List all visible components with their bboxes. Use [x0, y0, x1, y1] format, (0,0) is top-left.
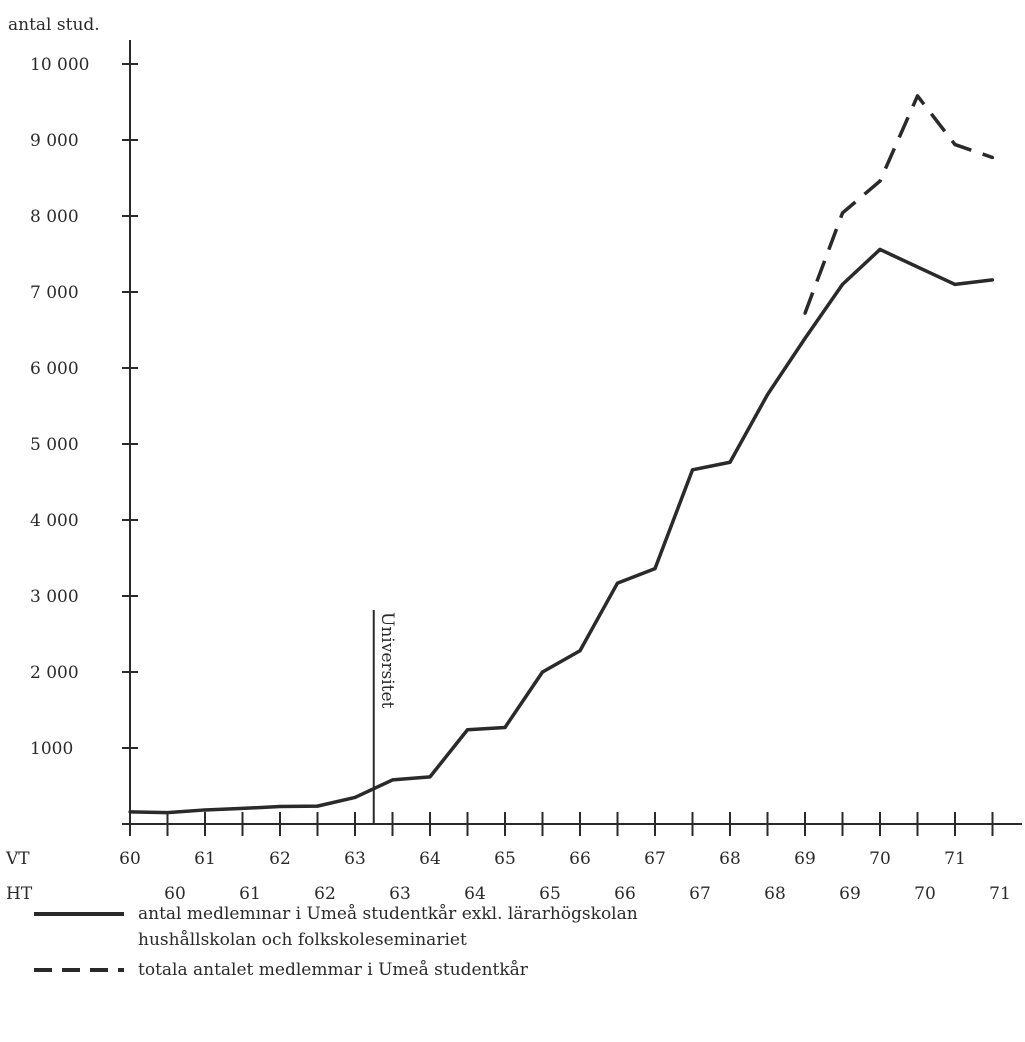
x-tick-label-vt: 64 — [419, 849, 441, 869]
y-axis-label: antal stud. — [8, 15, 100, 35]
y-tick-label: 5 000 — [30, 435, 79, 455]
data-point-members — [128, 810, 132, 814]
y-tick-label: 9 000 — [30, 131, 79, 151]
x-tick-label-vt: 67 — [644, 849, 666, 869]
series-line-total — [803, 94, 994, 314]
legend-label-solid-line2: hushållskolan och folkskoleseminariet — [138, 930, 467, 950]
x-row-label-vt: VT — [5, 849, 30, 869]
x-tick-label-ht: 61 — [239, 884, 261, 900]
data-point-members — [353, 795, 357, 800]
data-point-members — [953, 282, 957, 286]
series-group — [128, 94, 995, 815]
data-point-total — [990, 155, 995, 160]
data-point-members — [653, 567, 657, 571]
legend-label-dashed: totala antalet medlemmar i Umeå studentk… — [138, 960, 528, 980]
data-point-members — [540, 670, 545, 674]
data-point-members — [803, 336, 807, 340]
legend-item-dashed: totala antalet medlemmar i Umeå studentk… — [30, 958, 930, 982]
x-tick-label-ht: 62 — [314, 884, 336, 900]
data-point-members — [615, 581, 620, 585]
y-tick-label: 1000 — [30, 739, 73, 759]
data-point-total — [878, 179, 882, 183]
x-tick-label-vt: 61 — [194, 849, 216, 869]
series-line-members — [129, 247, 993, 815]
data-point-members — [578, 649, 582, 653]
x-tick-label-vt: 68 — [719, 849, 741, 869]
data-point-members — [428, 775, 432, 779]
y-tick-label: 7 000 — [30, 283, 79, 303]
data-point-members — [728, 460, 732, 464]
legend-swatch-solid — [34, 912, 124, 916]
data-point-members — [465, 728, 470, 732]
data-point-members — [315, 804, 320, 808]
x-tick-label-vt: 62 — [269, 849, 291, 869]
annotation: Universitet — [372, 610, 397, 824]
axes — [122, 40, 1022, 825]
data-point-total — [915, 94, 920, 98]
data-point-members — [840, 282, 845, 286]
data-point-members — [165, 811, 170, 815]
x-tick-label-ht: 64 — [464, 884, 486, 900]
data-point-members — [278, 804, 282, 809]
y-tick-label: 2 000 — [30, 663, 79, 683]
data-point-members — [390, 778, 395, 782]
legend-item-solid: antal medlemınar i Umeå studentkår exkl.… — [30, 902, 930, 926]
data-point-members — [503, 725, 507, 730]
data-point-total — [840, 211, 845, 215]
legend: antal medlemınar i Umeå studentkår exkl.… — [30, 902, 930, 986]
data-point-members — [990, 278, 995, 282]
x-tick-label-ht: 60 — [164, 884, 186, 900]
legend-label-solid-line1: antal medlemınar i Umeå studentkår exkl.… — [138, 904, 638, 924]
x-tick-label-vt: 71 — [944, 849, 966, 869]
data-point-total — [803, 311, 807, 315]
x-tick-label-ht: 71 — [989, 884, 1011, 900]
legend-swatch-dashed — [34, 968, 124, 972]
x-tick-label-vt: 70 — [869, 849, 891, 869]
data-point-members — [203, 808, 207, 812]
x-row-label-ht: HT — [6, 884, 33, 900]
x-tick-label-ht: 68 — [764, 884, 786, 900]
x-tick-label-vt: 66 — [569, 849, 591, 869]
x-tick-label-ht: 69 — [839, 884, 861, 900]
x-tick-label-ht: 66 — [614, 884, 636, 900]
y-tick-label: 8 000 — [30, 207, 79, 227]
data-point-members — [878, 247, 882, 252]
data-point-members — [690, 468, 695, 472]
y-tick-label: 6 000 — [30, 359, 79, 379]
y-tick-label: 4 000 — [30, 511, 79, 531]
y-tick-label: 3 000 — [30, 587, 79, 607]
x-tick-label-ht: 65 — [539, 884, 561, 900]
x-tick-label-ht: 67 — [689, 884, 711, 900]
x-tick-label-ht: 70 — [914, 884, 936, 900]
x-tick-label-vt: 63 — [344, 849, 366, 869]
x-tick-label-ht: 63 — [389, 884, 411, 900]
data-point-total — [953, 142, 957, 147]
universitet-annotation-label: Universitet — [377, 612, 397, 709]
x-tick-label-vt: 69 — [794, 849, 816, 869]
line-chart: 1000 2 000 3 000 4 000 5 000 6 000 7 000 8 000 9… — [5, 15, 1022, 900]
data-point-members — [240, 806, 245, 811]
y-tick-label: 10 000 — [30, 55, 89, 75]
x-tick-label-vt: 65 — [494, 849, 516, 869]
data-point-members — [765, 393, 770, 397]
x-tick-label-vt: 60 — [119, 849, 141, 869]
x-ticks: VT HT 60 61 62 63 64 65 66 67 68 69 70 71 60 61 62 63 64 65… — [5, 812, 1011, 900]
y-ticks: 1000 2 000 3 000 4 000 5 000 6 000 7 000 8 000 9… — [30, 55, 138, 759]
